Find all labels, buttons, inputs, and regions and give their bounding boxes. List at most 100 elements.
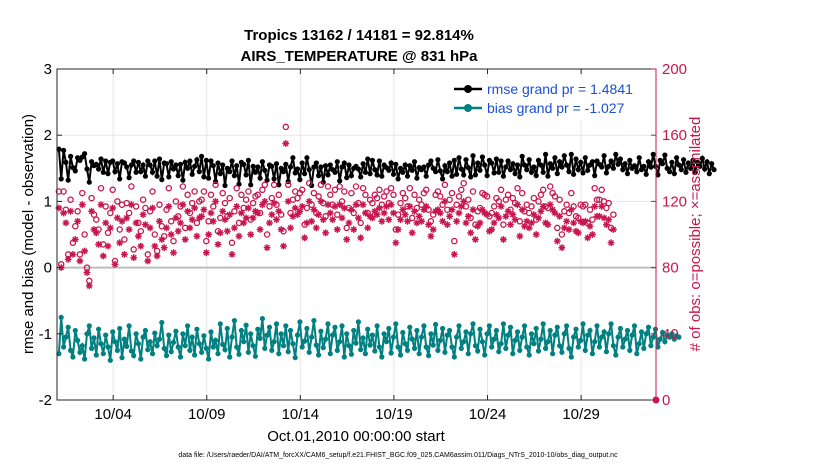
data-point [475, 160, 481, 166]
data-point [334, 159, 340, 165]
assimilated-obs-marker [261, 198, 269, 205]
data-point [655, 172, 661, 178]
data-point [393, 161, 399, 167]
x-tick-label: 10/09 [188, 406, 226, 423]
possible-obs-marker [383, 188, 390, 195]
assimilated-obs-marker [60, 209, 67, 217]
data-point [580, 321, 586, 327]
possible-obs-marker [441, 181, 449, 189]
data-point [220, 341, 226, 347]
assimilated-obs-marker [539, 203, 547, 210]
data-point [236, 351, 242, 357]
x-tick-label: 10/04 [94, 406, 132, 423]
data-point [243, 322, 249, 328]
data-point [538, 162, 544, 168]
data-point [395, 176, 401, 182]
data-point [411, 159, 418, 165]
possible-obs-marker [458, 186, 465, 194]
possible-obs-marker [219, 189, 226, 197]
y-tick-label: 2 [44, 127, 52, 144]
data-point [627, 157, 633, 163]
data-point [617, 325, 624, 332]
possible-obs-marker [245, 188, 252, 195]
data-point [252, 169, 258, 175]
data-point [493, 327, 499, 334]
data-point [650, 151, 656, 157]
data-point [585, 332, 591, 338]
possible-obs-marker [207, 191, 215, 199]
assimilated-obs-marker [467, 229, 475, 237]
assimilated-obs-marker [607, 239, 615, 247]
data-point [648, 164, 654, 170]
possible-obs-marker [275, 191, 283, 199]
data-point [545, 173, 551, 179]
data-point [596, 344, 603, 350]
assimilated-obs-marker [600, 214, 608, 222]
possible-obs-marker [448, 189, 456, 197]
possible-obs-marker [60, 188, 67, 195]
data-point [411, 345, 418, 351]
possible-obs-marker [551, 193, 559, 200]
assimilated-obs-marker [514, 201, 521, 209]
possible-obs-marker [586, 206, 594, 213]
data-point [505, 332, 511, 338]
data-point [362, 169, 368, 175]
assimilated-obs-marker [392, 239, 400, 247]
possible-obs-marker [172, 198, 180, 205]
assimilated-obs-marker [596, 212, 603, 220]
data-point [697, 163, 703, 169]
assimilated-obs-marker [142, 221, 149, 228]
data-point [358, 347, 364, 353]
possible-obs-marker [327, 191, 334, 199]
data-point [163, 353, 170, 359]
possible-obs-marker [97, 184, 105, 192]
data-point [447, 327, 453, 334]
data-point [77, 349, 83, 355]
possible-obs-marker [331, 186, 339, 194]
data-point [660, 329, 666, 336]
possible-obs-marker [93, 216, 100, 223]
assimilated-obs-marker [67, 207, 74, 215]
data-point [86, 179, 92, 185]
possible-obs-marker [373, 194, 381, 202]
data-point [138, 356, 144, 362]
x-axis-label: Oct.01,2010 00:00:00 start [267, 428, 445, 445]
data-point [138, 169, 144, 175]
possible-obs-marker [254, 191, 262, 199]
assimilated-obs-marker [254, 209, 262, 217]
data-point [512, 171, 518, 177]
data-point [145, 347, 151, 353]
data-point [196, 341, 202, 347]
assimilated-obs-marker [474, 222, 482, 230]
x-axis-ticks: 10/04 10/09 10/14 10/19 10/24 10/29 [94, 69, 600, 423]
assimilated-obs-marker [479, 206, 486, 214]
assimilated-obs-marker [586, 222, 594, 230]
data-point [100, 169, 106, 175]
data-point [695, 159, 701, 165]
y2-tick-label: 0 [662, 392, 670, 409]
data-point [521, 162, 528, 168]
data-point [248, 182, 254, 188]
assimilated-obs-marker [238, 209, 245, 217]
data-point [180, 331, 186, 337]
assimilated-obs-marker [284, 198, 292, 205]
data-point [622, 336, 628, 342]
possible-obs-marker [76, 251, 84, 258]
data-point [475, 348, 481, 354]
possible-obs-marker [263, 231, 271, 238]
data-point [290, 341, 296, 347]
data-point [489, 344, 495, 350]
assimilated-obs-marker [443, 221, 451, 228]
data-point [624, 171, 631, 177]
assimilated-obs-marker [429, 226, 437, 233]
data-point [603, 349, 610, 355]
assimilated-obs-marker [364, 224, 372, 232]
possible-obs-marker [469, 188, 477, 195]
data-point [505, 158, 511, 164]
data-point [498, 158, 504, 164]
data-point [589, 159, 596, 165]
assimilated-obs-marker [158, 236, 166, 243]
data-point [507, 167, 514, 173]
assimilated-obs-marker [231, 224, 238, 232]
data-point [669, 331, 675, 337]
